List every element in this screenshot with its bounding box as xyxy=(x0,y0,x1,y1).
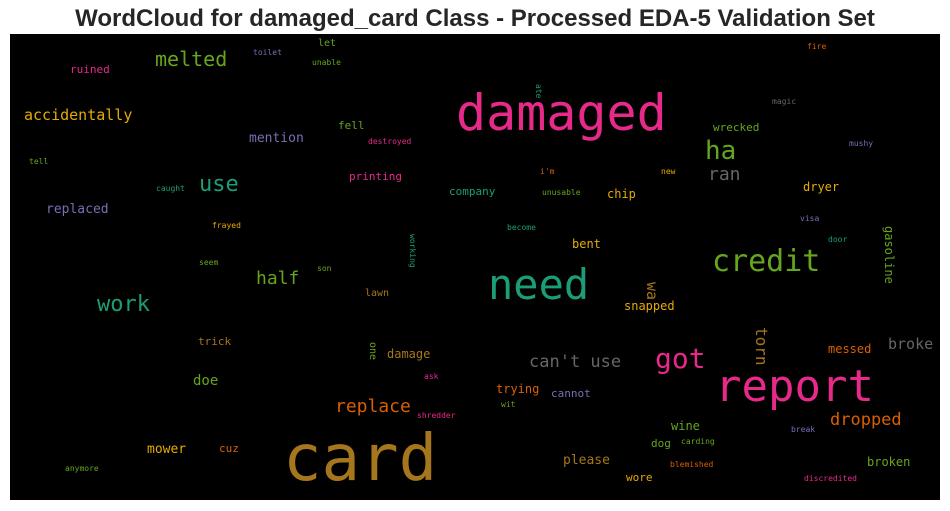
chart-title: WordCloud for damaged_card Class - Proce… xyxy=(75,5,875,32)
word-break: break xyxy=(791,425,816,434)
word-bent: bent xyxy=(572,237,601,251)
word-cuz: cuz xyxy=(219,442,239,455)
word-ha: ha xyxy=(705,136,737,166)
word-broke: broke xyxy=(888,335,934,353)
word-destroyed: destroyed xyxy=(368,137,412,146)
word-anymore: anymore xyxy=(65,464,99,473)
word-dog: dog xyxy=(651,437,671,450)
word-toilet: toilet xyxy=(253,48,282,57)
word-report: report xyxy=(715,361,874,412)
word-mention: mention xyxy=(249,131,304,146)
word-ruined: ruined xyxy=(70,63,110,76)
word-work: work xyxy=(97,292,150,317)
word-snapped: snapped xyxy=(624,299,675,313)
word-cannot: cannot xyxy=(551,387,591,400)
word-magic: magic xyxy=(772,97,797,106)
word-wit: wit xyxy=(501,400,516,409)
word-visa: visa xyxy=(800,214,820,223)
word-torn: torn xyxy=(752,327,771,366)
word-become: become xyxy=(507,223,536,232)
word-ate: ate xyxy=(534,84,543,99)
word-fire: fire xyxy=(807,42,827,51)
word-new: new xyxy=(661,167,676,176)
word-broken: broken xyxy=(867,455,911,469)
word-got: got xyxy=(655,342,706,375)
word-dropped: dropped xyxy=(830,410,902,430)
word-melted: melted xyxy=(155,47,228,71)
word-seem: seem xyxy=(199,258,219,267)
word-mushy: mushy xyxy=(849,139,874,148)
word-let: let xyxy=(318,38,337,49)
word-unusable: unusable xyxy=(542,188,581,197)
word-please: please xyxy=(563,453,610,468)
word-i-m: i'm xyxy=(540,167,555,176)
word-wa: wa xyxy=(643,282,661,301)
word-doe: doe xyxy=(193,373,219,389)
word-one: one xyxy=(367,342,378,361)
word-fell: fell xyxy=(338,119,365,132)
word-dryer: dryer xyxy=(803,180,840,194)
word-discredited: discredited xyxy=(804,474,857,483)
word-use: use xyxy=(199,172,239,197)
word-blemished: blemished xyxy=(670,460,714,469)
word-shredder: shredder xyxy=(417,411,456,420)
word-gasoline: gasoline xyxy=(882,226,896,284)
wordcloud-canvas: card damaged report need credit got ha use work m… xyxy=(10,34,940,500)
word-wore: wore xyxy=(626,471,653,484)
word-printing: printing xyxy=(349,170,402,183)
word-chip: chip xyxy=(607,187,636,201)
word-credit: credit xyxy=(712,244,821,279)
word-messed: messed xyxy=(828,342,872,356)
word-ask: ask xyxy=(424,372,439,381)
word-son: son xyxy=(317,264,332,273)
word-unable: unable xyxy=(312,58,341,67)
word-need: need xyxy=(488,260,590,309)
word-frayed: frayed xyxy=(212,221,241,230)
word-trick: trick xyxy=(198,335,232,348)
word-damage: damage xyxy=(387,347,431,361)
word-trying: trying xyxy=(496,382,540,396)
word-lawn: lawn xyxy=(365,288,390,299)
word-damaged: damaged xyxy=(456,84,667,142)
word-company: company xyxy=(449,185,496,198)
word-carding: carding xyxy=(681,437,715,446)
word-can-t-use: can't use xyxy=(529,352,622,372)
word-wrecked: wrecked xyxy=(713,121,760,134)
word-replace: replace xyxy=(335,396,411,417)
word-card: card xyxy=(283,422,438,496)
word-wine: wine xyxy=(671,419,700,433)
word-working: working xyxy=(408,234,417,268)
word-door: door xyxy=(828,235,848,244)
word-tell: tell xyxy=(29,157,49,166)
word-replaced: replaced xyxy=(46,202,109,217)
word-accidentally: accidentally xyxy=(24,106,133,124)
word-ran: ran xyxy=(708,164,741,185)
word-mower: mower xyxy=(147,442,187,457)
word-half: half xyxy=(256,268,300,289)
word-caught: caught xyxy=(156,184,185,193)
